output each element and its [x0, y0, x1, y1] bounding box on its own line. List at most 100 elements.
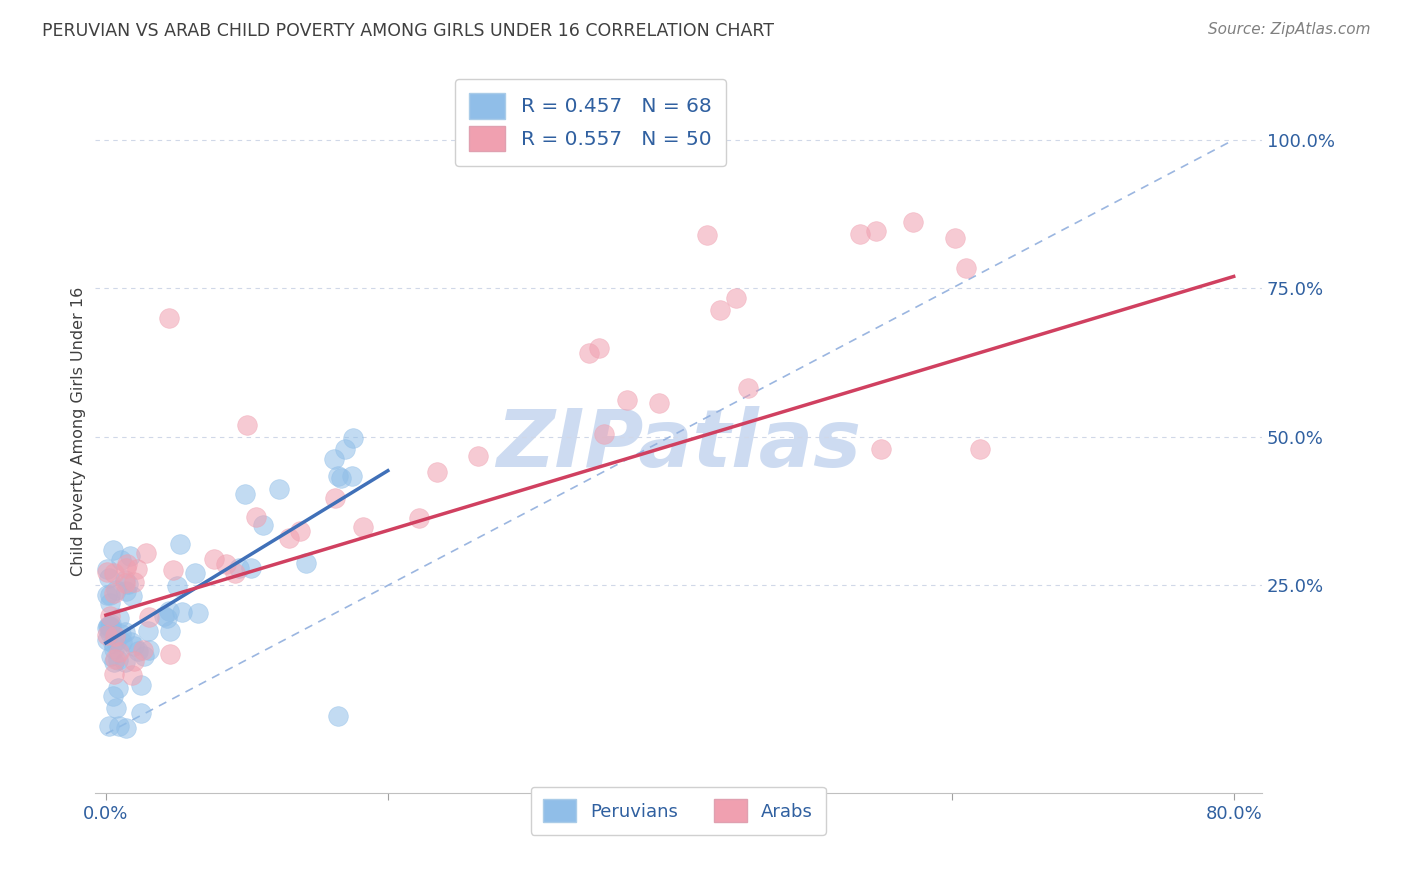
Point — [294, 556, 316, 570]
Point — [104, 633, 127, 648]
Point — [333, 442, 356, 457]
Point — [104, 700, 127, 714]
Point — [98, 588, 121, 602]
Point — [166, 579, 188, 593]
Point — [593, 427, 616, 442]
Point — [408, 511, 430, 525]
Text: Source: ZipAtlas.com: Source: ZipAtlas.com — [1208, 22, 1371, 37]
Point — [342, 469, 364, 483]
Point — [114, 561, 136, 575]
Point — [352, 519, 374, 533]
Point — [169, 537, 191, 551]
Point — [138, 624, 160, 638]
Point — [98, 619, 121, 633]
Point — [101, 542, 124, 557]
Point — [228, 561, 250, 575]
Point — [98, 608, 121, 623]
Point — [98, 619, 121, 633]
Point — [224, 566, 246, 580]
Point — [187, 606, 209, 620]
Point — [98, 626, 121, 640]
Point — [236, 417, 259, 432]
Point — [214, 558, 236, 572]
Point — [183, 566, 205, 580]
Point — [323, 452, 346, 467]
Point — [98, 571, 121, 585]
Point — [943, 231, 966, 245]
Point — [129, 706, 152, 720]
Point — [709, 302, 731, 317]
Point — [96, 566, 118, 580]
Point — [104, 582, 127, 597]
Point — [467, 449, 489, 463]
Point — [103, 642, 125, 657]
Point — [127, 644, 149, 658]
Point — [96, 562, 118, 576]
Point — [114, 576, 136, 591]
Point — [328, 469, 350, 483]
Point — [159, 624, 181, 638]
Point — [245, 509, 267, 524]
Point — [326, 709, 349, 723]
Point — [240, 561, 263, 575]
Point — [737, 381, 759, 395]
Point — [96, 628, 118, 642]
Point — [277, 531, 299, 545]
Point — [115, 584, 138, 599]
Point — [122, 574, 145, 589]
Legend: Peruvians, Arabs: Peruvians, Arabs — [530, 787, 825, 835]
Point — [121, 589, 143, 603]
Point — [107, 645, 129, 659]
Point — [110, 627, 132, 641]
Point — [110, 634, 132, 648]
Text: ZIPatlas: ZIPatlas — [496, 407, 860, 484]
Point — [121, 667, 143, 681]
Point — [122, 654, 145, 668]
Point — [696, 227, 718, 242]
Point — [114, 573, 136, 587]
Point — [138, 643, 160, 657]
Point — [616, 392, 638, 407]
Point — [122, 639, 145, 653]
Point — [117, 577, 139, 591]
Point — [96, 632, 118, 647]
Point — [202, 552, 225, 566]
Point — [648, 395, 671, 409]
Point — [107, 681, 129, 696]
Point — [98, 719, 121, 733]
Point — [135, 546, 157, 560]
Point — [104, 652, 127, 666]
Point — [955, 261, 977, 276]
Point — [101, 689, 124, 703]
Point — [329, 471, 352, 485]
Point — [110, 553, 132, 567]
Point — [849, 227, 872, 241]
Point — [100, 648, 122, 663]
Point — [100, 621, 122, 635]
Point — [156, 611, 179, 625]
Point — [132, 648, 155, 663]
Point — [103, 667, 125, 681]
Point — [104, 629, 127, 643]
Point — [101, 636, 124, 650]
Point — [903, 215, 925, 229]
Point — [98, 596, 121, 610]
Point — [103, 655, 125, 669]
Point — [426, 465, 449, 479]
Point — [724, 292, 747, 306]
Point — [157, 311, 180, 326]
Point — [153, 609, 176, 624]
Point — [103, 566, 125, 580]
Point — [114, 721, 136, 735]
Point — [127, 562, 149, 576]
Point — [117, 558, 139, 572]
Point — [288, 524, 311, 538]
Point — [157, 604, 180, 618]
Point — [233, 486, 256, 500]
Point — [162, 563, 184, 577]
Point — [107, 611, 129, 625]
Point — [107, 653, 129, 667]
Y-axis label: Child Poverty Among Girls Under 16: Child Poverty Among Girls Under 16 — [72, 286, 86, 575]
Point — [103, 586, 125, 600]
Point — [870, 442, 893, 456]
